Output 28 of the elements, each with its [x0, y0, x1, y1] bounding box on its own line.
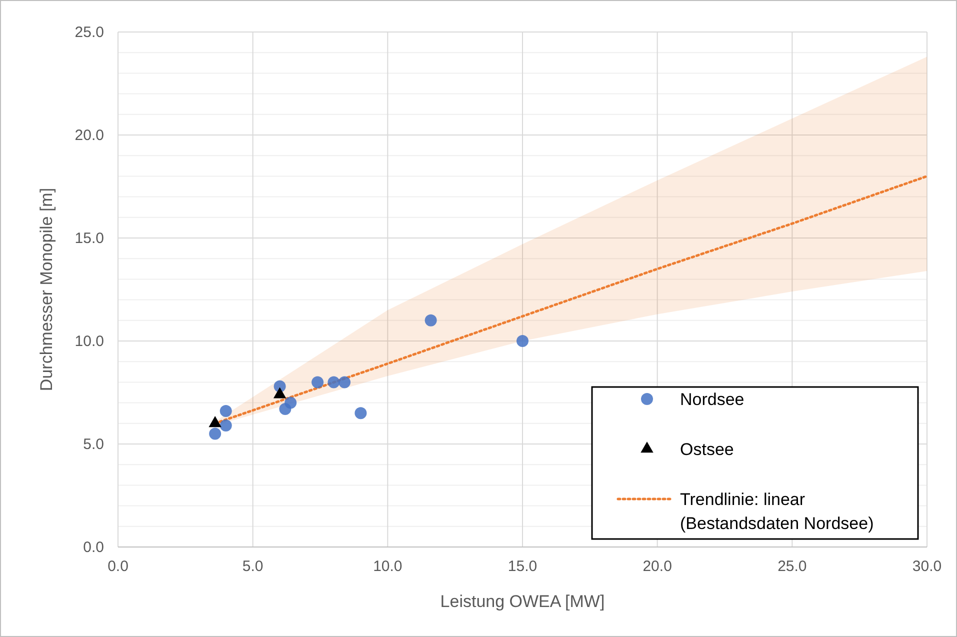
point: [312, 376, 324, 388]
x-tick-label: 25.0: [778, 558, 807, 575]
point: [338, 376, 351, 388]
point: [328, 376, 340, 388]
point: [424, 314, 437, 326]
legend-label: Nordsee: [680, 390, 744, 409]
point: [209, 428, 222, 440]
x-tick-label: 30.0: [912, 558, 942, 575]
legend-label: Ostsee: [680, 440, 734, 459]
y-tick-label: 10.0: [74, 333, 104, 350]
y-tick-label: 15.0: [74, 230, 104, 247]
legend-label: Trendlinie: linear (Bestandsdaten Nordsee): [680, 490, 874, 533]
point: [516, 335, 528, 347]
x-tick-label: 20.0: [642, 558, 672, 575]
x-axis-title: Leistung OWEA [MW]: [440, 592, 605, 611]
y-tick-label: 0.0: [83, 539, 104, 556]
y-axis-title: Durchmesser Monopile [m]: [37, 188, 56, 392]
y-tick-label: 20.0: [74, 127, 104, 144]
point: [354, 407, 367, 420]
x-tick-label: 10.0: [373, 558, 402, 575]
x-tick-label: 5.0: [242, 558, 264, 575]
y-tick-label: 25.0: [74, 24, 104, 41]
x-tick-label: 0.0: [108, 558, 128, 575]
point: [220, 419, 232, 432]
point: [220, 405, 232, 418]
y-tick-label: 5.0: [83, 436, 104, 453]
x-tick-label: 15.0: [508, 558, 538, 575]
point: [284, 396, 297, 409]
